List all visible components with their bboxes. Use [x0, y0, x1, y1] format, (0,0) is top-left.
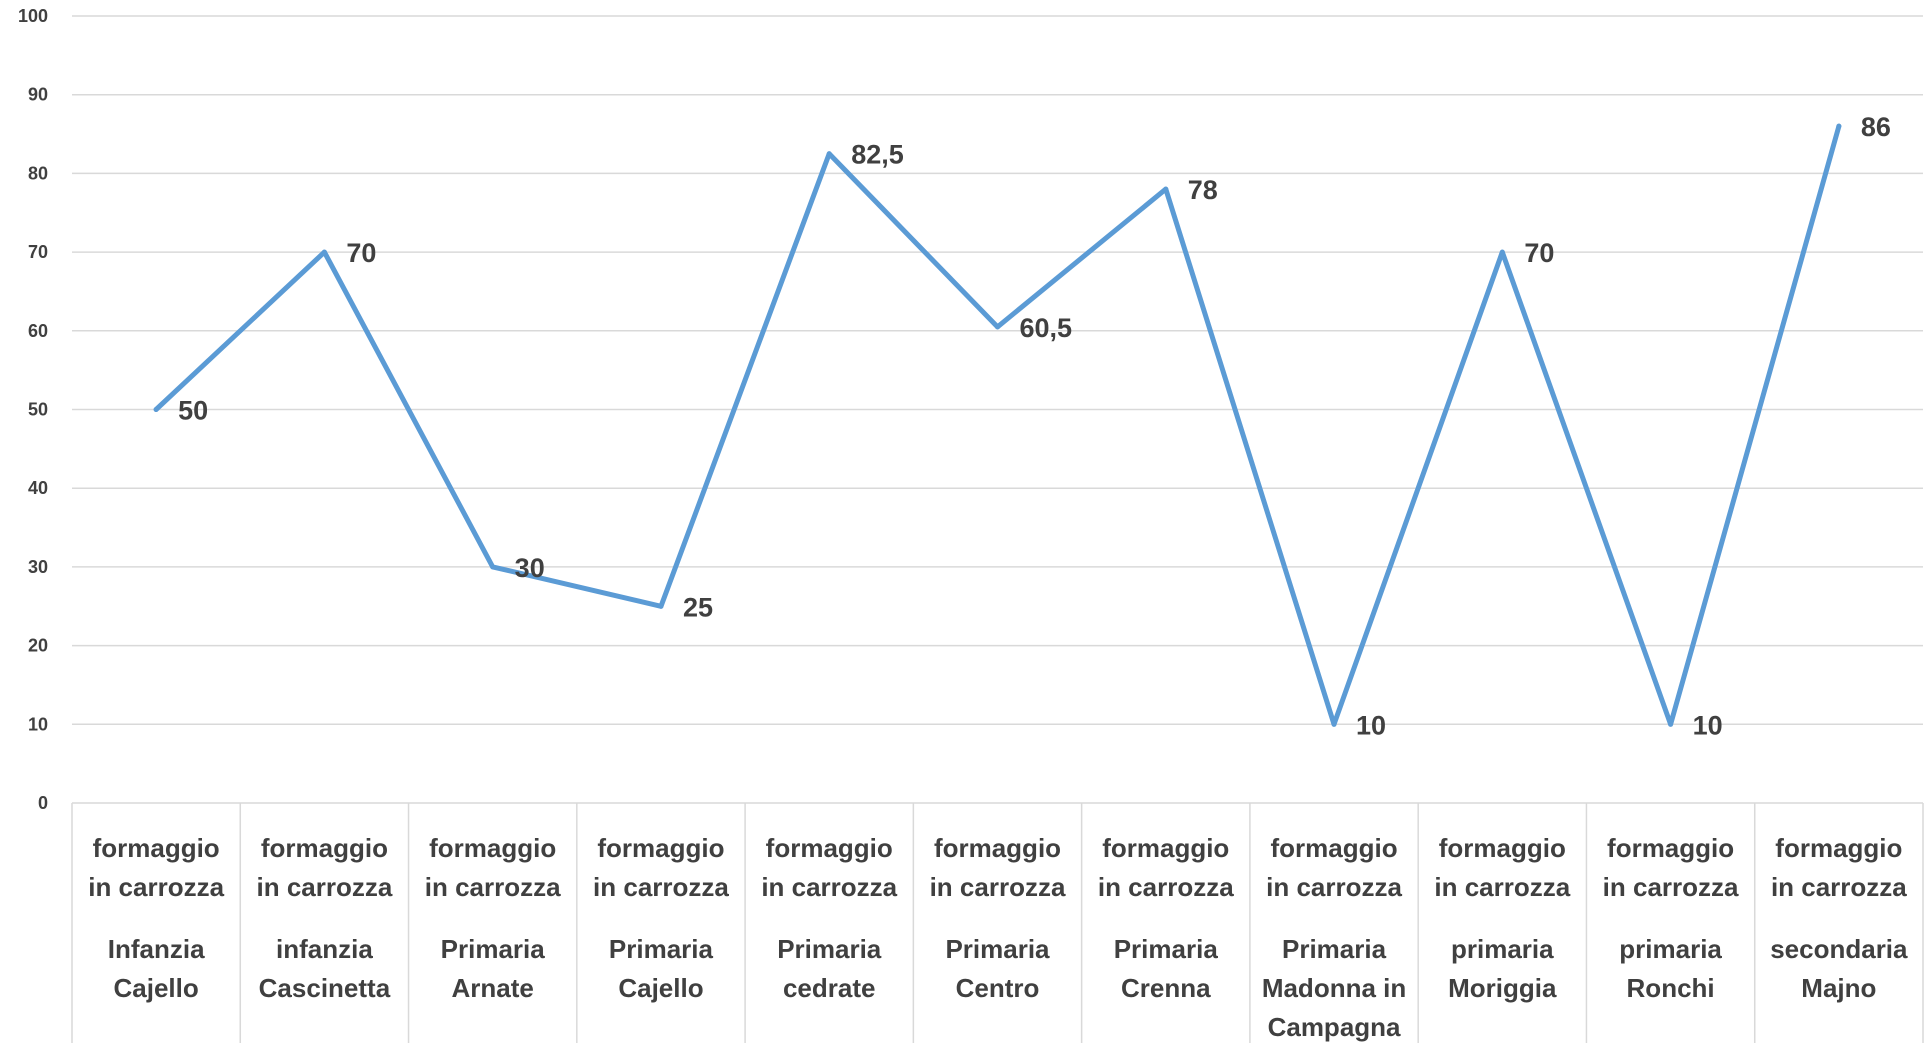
- category-label-line: Cascinetta: [259, 973, 391, 1003]
- category-label-line: Primaria: [1114, 934, 1219, 964]
- category-label-line: Cajello: [114, 973, 199, 1003]
- y-tick-label: 80: [28, 163, 48, 183]
- data-label: 30: [515, 553, 545, 583]
- data-labels: 50 70 30 25 82,5 60,5 78 10 70 10 86: [178, 112, 1891, 740]
- category-label: formaggio in carrozza infanzia Cascinetta: [256, 833, 392, 1003]
- category-label-line: Crenna: [1121, 973, 1211, 1003]
- data-label: 70: [346, 238, 376, 268]
- data-point: [1163, 186, 1169, 192]
- data-label: 78: [1188, 175, 1218, 205]
- gridlines: [72, 15, 1923, 726]
- category-label-line: cedrate: [783, 973, 876, 1003]
- category-label: formaggio in carrozza Primaria Cajello: [593, 833, 729, 1003]
- category-label: formaggio in carrozza Primaria Centro: [930, 833, 1066, 1003]
- data-label: 86: [1861, 112, 1891, 142]
- data-point: [1836, 123, 1842, 129]
- category-label-line: formaggio: [766, 833, 893, 863]
- category-label: formaggio in carrozza Primaria Madonna in Ca…: [1262, 833, 1406, 1042]
- category-label-line: in carrozza: [425, 872, 561, 902]
- y-tick-label: 10: [28, 714, 48, 734]
- category-label-line: in carrozza: [1266, 872, 1402, 902]
- y-tick-label: 70: [28, 242, 48, 262]
- category-label-line: in carrozza: [1771, 872, 1907, 902]
- category-label-line: Campagna: [1268, 1012, 1401, 1042]
- category-label: formaggio in carrozza primaria Ronchi: [1603, 833, 1739, 1003]
- category-label: formaggio in carrozza Infanzia Cajello: [88, 833, 224, 1003]
- category-label-line: formaggio: [934, 833, 1061, 863]
- category-label-line: formaggio: [1270, 833, 1397, 863]
- category-label-line: Centro: [956, 973, 1040, 1003]
- category-label-line: Primaria: [609, 934, 714, 964]
- data-label: 10: [1693, 710, 1723, 740]
- data-label: 10: [1356, 710, 1386, 740]
- category-label-line: formaggio: [1607, 833, 1734, 863]
- data-point: [1668, 721, 1674, 727]
- category-label-line: secondaria: [1770, 934, 1908, 964]
- y-tick-label: 60: [28, 321, 48, 341]
- y-tick-label: 40: [28, 478, 48, 498]
- y-tick-label: 30: [28, 557, 48, 577]
- category-label-line: formaggio: [1102, 833, 1229, 863]
- category-label-line: primaria: [1619, 934, 1722, 964]
- series-line: [153, 123, 1842, 727]
- category-label-line: in carrozza: [761, 872, 897, 902]
- category-label-line: Moriggia: [1448, 973, 1557, 1003]
- y-tick-label: 100: [18, 6, 48, 26]
- category-label-line: formaggio: [597, 833, 724, 863]
- category-label-line: Ronchi: [1627, 973, 1715, 1003]
- category-label-line: Primaria: [777, 934, 882, 964]
- data-point: [995, 324, 1000, 330]
- category-label-line: in carrozza: [1434, 872, 1570, 902]
- category-label: formaggio in carrozza primaria Moriggia: [1434, 833, 1570, 1003]
- category-label-line: Majno: [1801, 973, 1876, 1003]
- category-label-line: formaggio: [1775, 833, 1902, 863]
- category-label-line: in carrozza: [593, 872, 729, 902]
- category-label-line: in carrozza: [88, 872, 224, 902]
- data-point: [658, 603, 664, 609]
- category-label-line: in carrozza: [1603, 872, 1739, 902]
- category-label-line: Primaria: [1282, 934, 1387, 964]
- category-label-line: in carrozza: [256, 872, 392, 902]
- category-label: formaggio in carrozza Primaria Arnate: [425, 833, 561, 1003]
- y-tick-label: 90: [28, 85, 48, 105]
- data-point: [1331, 721, 1337, 727]
- category-label: formaggio in carrozza Primaria cedrate: [761, 833, 897, 1003]
- category-label-line: in carrozza: [930, 872, 1066, 902]
- category-label-line: Madonna in: [1262, 973, 1406, 1003]
- category-label-line: formaggio: [429, 833, 556, 863]
- category-label: formaggio in carrozza Primaria Crenna: [1098, 833, 1234, 1003]
- category-label: formaggio in carrozza secondaria Majno: [1770, 833, 1908, 1003]
- data-point: [321, 249, 327, 255]
- y-axis-ticks: 0 10 20 30 40 50 60 70 80 90 100: [18, 6, 48, 813]
- category-label-line: primaria: [1451, 934, 1554, 964]
- category-label-line: formaggio: [93, 833, 220, 863]
- data-point: [153, 407, 159, 412]
- category-label-line: Primaria: [945, 934, 1050, 964]
- category-label-line: formaggio: [1439, 833, 1566, 863]
- category-label-line: Infanzia: [108, 934, 205, 964]
- category-label-line: formaggio: [261, 833, 388, 863]
- data-label: 25: [683, 592, 713, 622]
- category-label-line: infanzia: [276, 934, 373, 964]
- series-line-group: [153, 123, 1842, 727]
- category-label-line: Cajello: [618, 973, 703, 1003]
- data-label: 70: [1524, 238, 1554, 268]
- data-label: 82,5: [851, 140, 904, 170]
- category-label-line: in carrozza: [1098, 872, 1234, 902]
- data-point: [826, 151, 832, 157]
- data-point: [490, 564, 496, 570]
- category-label-line: Primaria: [441, 934, 546, 964]
- y-tick-label: 20: [28, 636, 48, 656]
- data-label: 50: [178, 396, 208, 426]
- data-label: 60,5: [1020, 313, 1073, 343]
- category-label-line: Arnate: [452, 973, 534, 1003]
- data-point: [1499, 249, 1505, 255]
- y-tick-label: 50: [28, 400, 48, 420]
- y-tick-label: 0: [38, 793, 48, 813]
